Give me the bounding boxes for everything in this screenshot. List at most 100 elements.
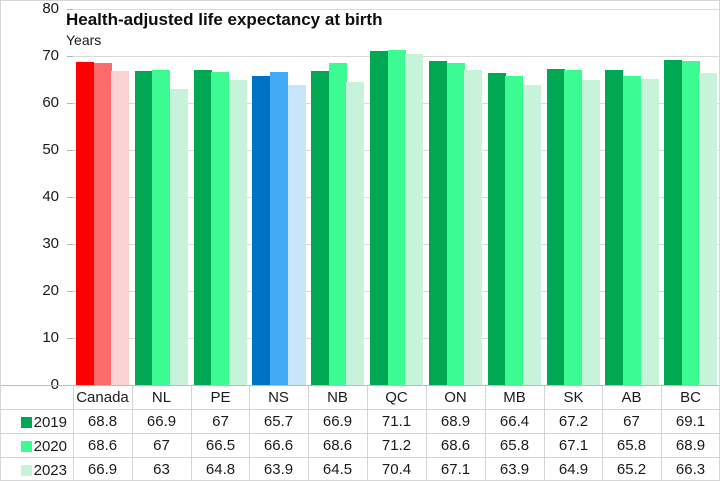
value-cell-2020-BC: 68.9 (675, 437, 706, 454)
bar-2023-SK (581, 79, 600, 385)
bar-2020-QC (387, 50, 406, 385)
bar-2020-BC (681, 61, 700, 385)
value-cell-2023-BC: 66.3 (675, 461, 706, 478)
legend-row-2020: 2020 (1, 434, 67, 458)
bar-2019-NL (134, 70, 153, 385)
bar-2019-NB (311, 70, 330, 385)
value-cell-2020-NL: 67 (153, 437, 170, 454)
bar-2023-NS (287, 84, 306, 385)
value-cell-2023-ON: 67.1 (440, 461, 471, 478)
y-axis-tick (67, 150, 73, 151)
table-column-separator (485, 385, 486, 480)
bar-2019-Canada (76, 61, 94, 385)
bar-2019-BC (664, 60, 683, 385)
bar-2023-BC (699, 73, 718, 385)
value-cell-2023-NB: 64.5 (322, 461, 353, 478)
value-cell-2023-NL: 63 (153, 461, 170, 478)
value-cell-2023-AB: 65.2 (616, 461, 647, 478)
bar-2023-ON (464, 69, 483, 385)
value-cell-2020-ON: 68.6 (440, 437, 471, 454)
bar-2019-QC (370, 50, 389, 385)
category-label: BC (680, 389, 701, 406)
bar-2020-NB (328, 62, 347, 385)
table-column-separator (602, 385, 603, 480)
bar-2023-Canada (111, 70, 130, 385)
value-cell-2023-SK: 64.9 (558, 461, 589, 478)
y-axis-tick (67, 244, 73, 245)
legend-swatch-2020 (20, 440, 32, 452)
value-cell-2019-ON: 68.9 (440, 413, 471, 430)
y-axis-tick (67, 56, 73, 57)
y-axis-tick (67, 103, 73, 104)
value-cell-2019-NL: 66.9 (146, 413, 177, 430)
bar-2019-AB (605, 70, 624, 385)
category-label: Canada (76, 389, 129, 406)
bar-2020-MB (505, 75, 524, 385)
table-column-separator (367, 385, 368, 480)
bar-2023-AB (640, 78, 659, 385)
category-label: NL (151, 389, 172, 406)
value-cell-2020-NB: 68.6 (322, 437, 353, 454)
y-axis-tick-label: 70 (42, 47, 59, 64)
bar-2020-SK (564, 69, 583, 385)
value-cell-2023-NS: 63.9 (263, 461, 294, 478)
bar-2019-NS (252, 76, 271, 385)
table-column-separator (426, 385, 427, 480)
y-axis-tick-label: 0 (1, 376, 59, 394)
y-axis-tick-label: 30 (42, 235, 59, 252)
bar-2023-NB (346, 81, 365, 385)
y-axis-tick (67, 9, 73, 10)
bar-2020-ON (446, 62, 465, 385)
value-cell-2020-MB: 65.8 (499, 437, 530, 454)
bar-2020-NS (270, 71, 289, 385)
category-label: NB (327, 389, 348, 406)
y-axis-tick (67, 291, 73, 292)
table-column-separator (544, 385, 545, 480)
category-label: NS (268, 389, 289, 406)
value-cell-2020-NS: 66.6 (263, 437, 294, 454)
chart-title: Health-adjusted life expectancy at birth (66, 10, 383, 29)
value-cell-2020-SK: 67.1 (558, 437, 589, 454)
category-label: PE (210, 389, 231, 406)
bar-2023-NL (170, 88, 189, 385)
y-axis-tick-label: 40 (42, 188, 59, 205)
category-label: QC (385, 389, 408, 406)
legend-swatch-2019 (20, 416, 32, 428)
category-label: SK (563, 389, 584, 406)
legend-year-label: 2023 (33, 461, 67, 479)
value-cell-2019-QC: 71.1 (381, 413, 412, 430)
value-cell-2019-PE: 67 (212, 413, 229, 430)
value-cell-2019-AB: 67 (623, 413, 640, 430)
bar-2020-AB (622, 75, 641, 385)
value-cell-2023-QC: 70.4 (381, 461, 412, 478)
table-row-separator (1, 457, 719, 458)
value-cell-2023-PE: 64.8 (205, 461, 236, 478)
value-cell-2020-AB: 65.8 (616, 437, 647, 454)
y-axis-tick-label: 60 (42, 94, 59, 111)
value-cell-2020-PE: 66.5 (205, 437, 236, 454)
value-cell-2019-Canada: 68.8 (87, 413, 118, 430)
category-label: AB (621, 389, 642, 406)
bar-2019-SK (546, 69, 565, 385)
bar-2019-MB (487, 72, 506, 385)
bar-2019-ON (428, 61, 447, 385)
table-column-separator (661, 385, 662, 480)
category-label: ON (444, 389, 467, 406)
value-cell-2023-Canada: 66.9 (87, 461, 118, 478)
bar-2023-QC (405, 54, 424, 385)
category-label: MB (503, 389, 526, 406)
x-axis-line (1, 385, 719, 386)
bar-2023-MB (522, 84, 541, 385)
legend-row-2023: 2023 (1, 458, 67, 480)
y-axis-tick-label: 80 (42, 0, 59, 17)
table-column-separator (191, 385, 192, 480)
legend-swatch-2023 (20, 464, 32, 476)
legend-row-2019: 2019 (1, 410, 67, 434)
bar-2020-NL (152, 70, 171, 385)
value-cell-2019-BC: 69.1 (675, 413, 706, 430)
table-column-separator (308, 385, 309, 480)
bar-2019-PE (193, 70, 212, 385)
legend-year-label: 2019 (33, 413, 67, 431)
value-cell-2020-Canada: 68.6 (87, 437, 118, 454)
